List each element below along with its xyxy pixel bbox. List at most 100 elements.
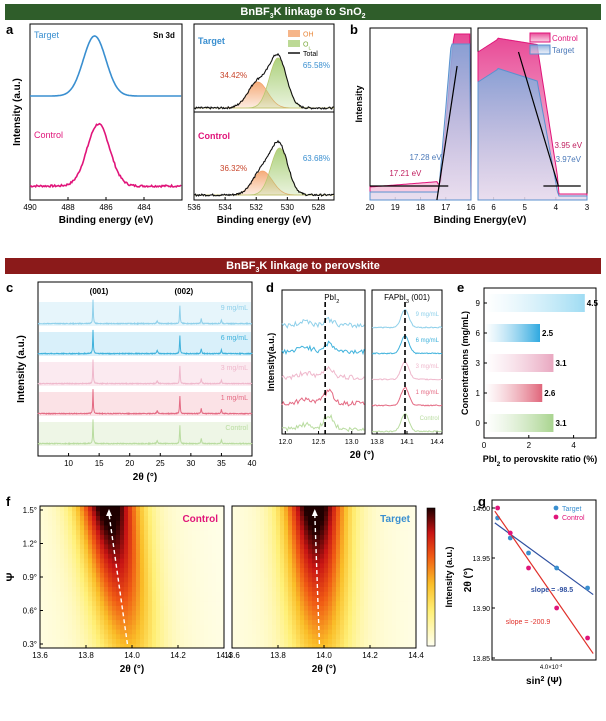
- heatmap-cell: [328, 529, 333, 535]
- heatmap-cell: [48, 562, 53, 569]
- control-slope-label: slope = -200.9: [506, 619, 551, 626]
- heatmap-cell: [324, 638, 329, 644]
- heatmap-cell: [68, 553, 73, 559]
- heatmap-cell: [268, 524, 273, 531]
- heatmap-cell: [324, 562, 329, 569]
- heatmap-cell: [372, 548, 377, 554]
- heatmap-cell: [364, 567, 369, 573]
- heatmap-cell: [164, 543, 169, 550]
- heatmap-cell: [332, 638, 337, 644]
- heatmap-cell: [352, 643, 357, 649]
- heatmap-cell: [364, 553, 369, 559]
- heatmap-cell: [132, 591, 137, 597]
- heatmap-cell: [52, 586, 57, 592]
- heatmap-cell: [284, 567, 289, 573]
- heatmap-cell: [252, 633, 257, 640]
- heatmap-cell: [184, 520, 189, 526]
- heatmap-cell: [252, 591, 257, 597]
- heatmap-cell: [284, 614, 289, 621]
- oh-percent-label: 34.42%: [220, 71, 247, 80]
- heatmap-cell: [200, 633, 205, 640]
- target-cutoff-value: 17.28 eV: [410, 153, 443, 162]
- heatmap-cell: [320, 633, 325, 640]
- heatmap-cell: [68, 506, 73, 512]
- heatmap-cell: [164, 506, 169, 512]
- heatmap-cell: [380, 624, 385, 630]
- heatmap-cell: [156, 553, 161, 559]
- heatmap-cell: [152, 548, 157, 554]
- heatmap-cell: [160, 591, 165, 597]
- heatmap-cell: [60, 529, 65, 535]
- heatmap-cell: [280, 520, 285, 526]
- heatmap-cell: [356, 577, 361, 583]
- heatmap-cell: [100, 529, 105, 535]
- heatmap-cell: [348, 553, 353, 559]
- heatmap-cell: [64, 506, 69, 512]
- heatmap-cell: [68, 595, 73, 602]
- heatmap-cell: [268, 638, 273, 644]
- heatmap-cell: [360, 515, 365, 521]
- heatmap-cell: [156, 515, 161, 521]
- heatmap-cell: [320, 510, 325, 516]
- heatmap-cell: [124, 558, 129, 564]
- heatmap-cell: [236, 572, 241, 578]
- heatmap-cell: [380, 529, 385, 535]
- heatmap-cell: [168, 581, 173, 587]
- heatmap-cell: [384, 543, 389, 550]
- heatmap-cell: [212, 558, 217, 564]
- heatmap-cell: [196, 543, 201, 550]
- heatmap-cell: [336, 506, 341, 512]
- heatmap-cell: [400, 548, 405, 554]
- heatmap-cell: [312, 543, 317, 550]
- heatmap-cell: [252, 510, 257, 516]
- heatmap-cell: [240, 510, 245, 516]
- heatmap-cell: [336, 562, 341, 569]
- heatmap-cell: [232, 629, 237, 635]
- heatmap-cell: [136, 586, 141, 592]
- heatmap-cell: [156, 624, 161, 630]
- heatmap-cell: [360, 506, 365, 512]
- heatmap-cell: [104, 553, 109, 559]
- heatmap-cell: [144, 591, 149, 597]
- heatmap-cell: [352, 553, 357, 559]
- heatmap-cell: [68, 591, 73, 597]
- heatmap-cell: [140, 506, 145, 512]
- heatmap-cell: [292, 543, 297, 550]
- heatmap-cell: [296, 638, 301, 644]
- heatmap-cell: [380, 581, 385, 587]
- heatmap-cell: [268, 539, 273, 545]
- heatmap-cell: [244, 510, 249, 516]
- heatmap-cell: [340, 539, 345, 545]
- heatmap-cell: [360, 543, 365, 550]
- heatmap-cell: [64, 510, 69, 516]
- heatmap-cell: [292, 638, 297, 644]
- heatmap-cell: [116, 619, 121, 625]
- heatmap-cell: [184, 548, 189, 554]
- heatmap-cell: [80, 629, 85, 635]
- heatmap-cell: [400, 605, 405, 611]
- heatmap-cell: [52, 506, 57, 512]
- heatmap-cell: [88, 553, 93, 559]
- heatmap-cell: [208, 577, 213, 583]
- heatmap-cell: [200, 539, 205, 545]
- heatmap-cell: [280, 558, 285, 564]
- heatmap-cell: [316, 529, 321, 535]
- heatmap-cell: [296, 629, 301, 635]
- heatmap-cell: [76, 619, 81, 625]
- heatmap-cell: [168, 595, 173, 602]
- heatmap-cell: [188, 619, 193, 625]
- heatmap-cell: [144, 543, 149, 550]
- heatmap-cell: [112, 581, 117, 587]
- heatmap-cell: [304, 610, 309, 616]
- heatmap-cell: [280, 595, 285, 602]
- heatmap-cell: [348, 567, 353, 573]
- heatmap-cell: [364, 515, 369, 521]
- heatmap-cell: [356, 595, 361, 602]
- heatmap-cell: [272, 600, 277, 606]
- x-tick-label: 3: [585, 203, 590, 212]
- heatmap-cell: [120, 543, 125, 550]
- y-axis-label: 2θ (°): [463, 568, 474, 592]
- heatmap-cell: [152, 567, 157, 573]
- heatmap-cell: [168, 619, 173, 625]
- heatmap-cell: [200, 506, 205, 512]
